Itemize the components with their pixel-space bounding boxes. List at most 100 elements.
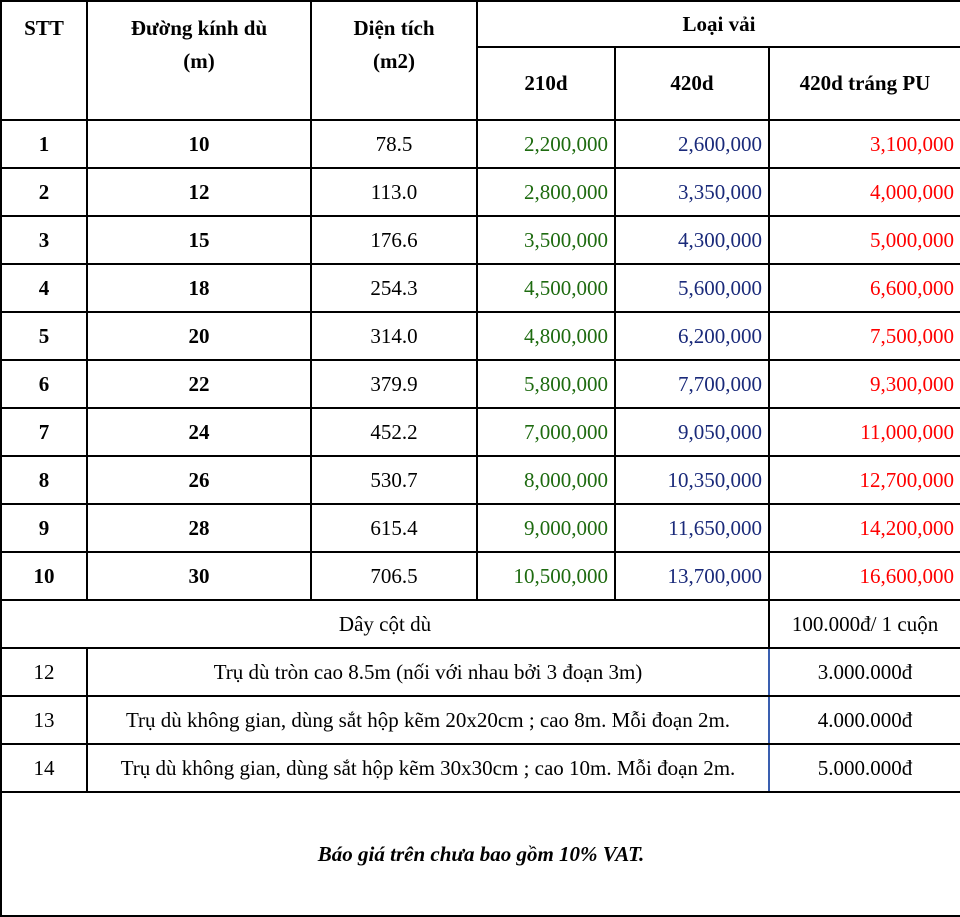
cell-price-420d: 10,350,000 bbox=[614, 455, 770, 505]
cell-price-420d-pu: 14,200,000 bbox=[767, 503, 960, 553]
header-fabric-420d-pu: 420d tráng PU bbox=[767, 46, 960, 121]
cell-stt: 1 bbox=[0, 119, 88, 169]
cell-stt: 4 bbox=[0, 263, 88, 313]
cell-stt: 9 bbox=[0, 503, 88, 553]
extra-item-row: 14 Trụ dù không gian, dùng sắt hộp kẽm 3… bbox=[0, 743, 960, 793]
extra-stt: 12 bbox=[0, 647, 88, 697]
cell-diameter: 26 bbox=[86, 455, 312, 505]
cell-stt: 3 bbox=[0, 215, 88, 265]
cell-price-420d: 7,700,000 bbox=[614, 359, 770, 409]
cell-price-210d: 8,000,000 bbox=[476, 455, 616, 505]
header-area-line1: Diện tích bbox=[353, 16, 435, 40]
rope-label: Dây cột dù bbox=[0, 599, 770, 649]
cell-diameter: 22 bbox=[86, 359, 312, 409]
rope-row: Dây cột dù 100.000đ/ 1 cuộn bbox=[0, 599, 960, 649]
cell-stt: 7 bbox=[0, 407, 88, 457]
table-row: 8 26 530.7 8,000,000 10,350,000 12,700,0… bbox=[0, 455, 960, 505]
header-fabric-type: Loại vải bbox=[475, 0, 960, 48]
cell-area: 530.7 bbox=[310, 455, 478, 505]
cell-area: 78.5 bbox=[310, 119, 478, 169]
cell-price-420d: 11,650,000 bbox=[614, 503, 770, 553]
extra-stt: 14 bbox=[0, 743, 88, 793]
extra-item-row: 13 Trụ dù không gian, dùng sắt hộp kẽm 2… bbox=[0, 695, 960, 745]
table-row: 1 10 78.5 2,200,000 2,600,000 3,100,000 bbox=[0, 119, 960, 169]
table-row: 7 24 452.2 7,000,000 9,050,000 11,000,00… bbox=[0, 407, 960, 457]
header-fabric-420d: 420d bbox=[614, 46, 770, 121]
cell-price-420d: 3,350,000 bbox=[614, 167, 770, 217]
cell-stt: 10 bbox=[0, 551, 88, 601]
cell-diameter: 20 bbox=[86, 311, 312, 361]
cell-price-420d: 2,600,000 bbox=[614, 119, 770, 169]
cell-area: 706.5 bbox=[310, 551, 478, 601]
cell-price-420d-pu: 16,600,000 bbox=[767, 551, 960, 601]
header-diameter-line2: (m) bbox=[183, 49, 215, 73]
cell-price-210d: 10,500,000 bbox=[476, 551, 616, 601]
header-area-line2: (m2) bbox=[373, 49, 415, 73]
cell-stt: 8 bbox=[0, 455, 88, 505]
table-body: 1 10 78.5 2,200,000 2,600,000 3,100,000 … bbox=[0, 119, 960, 917]
cell-diameter: 15 bbox=[86, 215, 312, 265]
extra-price: 4.000.000đ bbox=[767, 695, 960, 745]
cell-price-420d: 6,200,000 bbox=[614, 311, 770, 361]
extra-price: 5.000.000đ bbox=[767, 743, 960, 793]
cell-diameter: 12 bbox=[86, 167, 312, 217]
cell-price-210d: 7,000,000 bbox=[476, 407, 616, 457]
table-row: 5 20 314.0 4,800,000 6,200,000 7,500,000 bbox=[0, 311, 960, 361]
table-row: 9 28 615.4 9,000,000 11,650,000 14,200,0… bbox=[0, 503, 960, 553]
cell-price-420d-pu: 5,000,000 bbox=[767, 215, 960, 265]
cell-price-420d-pu: 11,000,000 bbox=[767, 407, 960, 457]
cell-price-210d: 4,500,000 bbox=[476, 263, 616, 313]
cell-price-210d: 2,200,000 bbox=[476, 119, 616, 169]
header-diameter: Đường kính dù (m) bbox=[86, 0, 312, 121]
cell-price-420d: 13,700,000 bbox=[614, 551, 770, 601]
header-stt: STT bbox=[0, 0, 88, 121]
cell-price-420d: 5,600,000 bbox=[614, 263, 770, 313]
cell-price-210d: 2,800,000 bbox=[476, 167, 616, 217]
cell-price-420d-pu: 4,000,000 bbox=[767, 167, 960, 217]
cell-area: 176.6 bbox=[310, 215, 478, 265]
vat-note: Báo giá trên chưa bao gồm 10% VAT. bbox=[0, 791, 960, 917]
cell-price-420d: 9,050,000 bbox=[614, 407, 770, 457]
header-fabric-210d: 210d bbox=[476, 46, 616, 121]
cell-area: 254.3 bbox=[310, 263, 478, 313]
cell-diameter: 30 bbox=[86, 551, 312, 601]
cell-stt: 2 bbox=[0, 167, 88, 217]
cell-price-420d-pu: 9,300,000 bbox=[767, 359, 960, 409]
extra-item-row: 12 Trụ dù tròn cao 8.5m (nối với nhau bở… bbox=[0, 647, 960, 697]
cell-price-210d: 9,000,000 bbox=[476, 503, 616, 553]
extra-description: Trụ dù không gian, dùng sắt hộp kẽm 20x2… bbox=[86, 695, 770, 745]
cell-area: 314.0 bbox=[310, 311, 478, 361]
cell-diameter: 28 bbox=[86, 503, 312, 553]
table-row: 3 15 176.6 3,500,000 4,300,000 5,000,000 bbox=[0, 215, 960, 265]
cell-diameter: 24 bbox=[86, 407, 312, 457]
extra-price: 3.000.000đ bbox=[767, 647, 960, 697]
header-diameter-line1: Đường kính dù bbox=[130, 16, 268, 40]
cell-stt: 6 bbox=[0, 359, 88, 409]
vat-note-row: Báo giá trên chưa bao gồm 10% VAT. bbox=[0, 791, 960, 917]
header-area: Diện tích (m2) bbox=[310, 0, 478, 121]
extra-description: Trụ dù tròn cao 8.5m (nối với nhau bởi 3… bbox=[86, 647, 770, 697]
cell-area: 615.4 bbox=[310, 503, 478, 553]
cell-price-210d: 5,800,000 bbox=[476, 359, 616, 409]
cell-area: 113.0 bbox=[310, 167, 478, 217]
cell-diameter: 18 bbox=[86, 263, 312, 313]
cell-stt: 5 bbox=[0, 311, 88, 361]
cell-area: 379.9 bbox=[310, 359, 478, 409]
table-row: 2 12 113.0 2,800,000 3,350,000 4,000,000 bbox=[0, 167, 960, 217]
cell-price-210d: 4,800,000 bbox=[476, 311, 616, 361]
table-row: 4 18 254.3 4,500,000 5,600,000 6,600,000 bbox=[0, 263, 960, 313]
cell-price-420d-pu: 6,600,000 bbox=[767, 263, 960, 313]
rope-price: 100.000đ/ 1 cuộn bbox=[767, 599, 960, 649]
cell-area: 452.2 bbox=[310, 407, 478, 457]
cell-price-420d: 4,300,000 bbox=[614, 215, 770, 265]
cell-price-420d-pu: 3,100,000 bbox=[767, 119, 960, 169]
cell-price-420d-pu: 7,500,000 bbox=[767, 311, 960, 361]
cell-diameter: 10 bbox=[86, 119, 312, 169]
extra-description: Trụ dù không gian, dùng sắt hộp kẽm 30x3… bbox=[86, 743, 770, 793]
extra-stt: 13 bbox=[0, 695, 88, 745]
table-row: 6 22 379.9 5,800,000 7,700,000 9,300,000 bbox=[0, 359, 960, 409]
cell-price-420d-pu: 12,700,000 bbox=[767, 455, 960, 505]
cell-price-210d: 3,500,000 bbox=[476, 215, 616, 265]
table-row: 10 30 706.5 10,500,000 13,700,000 16,600… bbox=[0, 551, 960, 601]
